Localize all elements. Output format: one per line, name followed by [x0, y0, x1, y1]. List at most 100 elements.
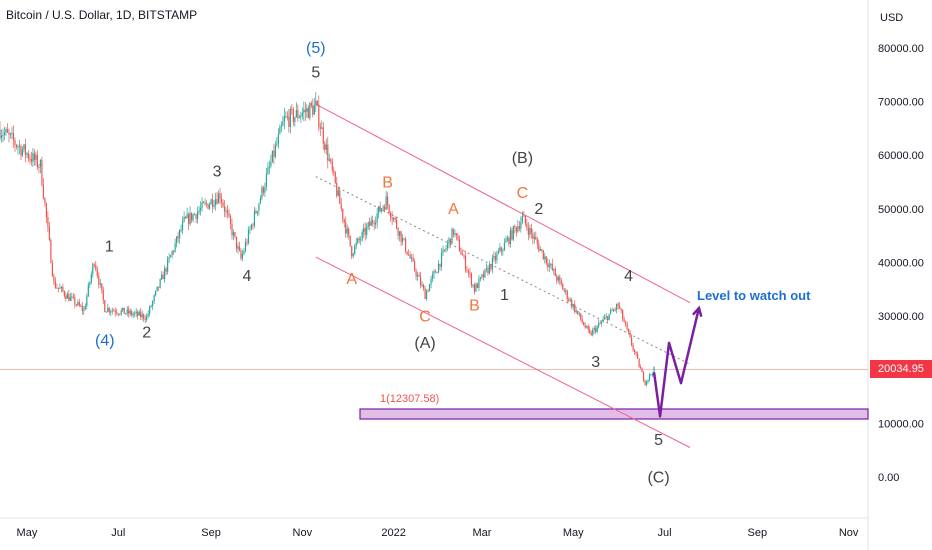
candle-body: [625, 322, 627, 324]
candle-body: [167, 259, 169, 272]
candle-body: [354, 245, 356, 254]
wave-label: 1: [500, 287, 509, 304]
candle-body: [292, 109, 294, 122]
candle-body: [99, 283, 101, 285]
x-tick-label: Mar: [472, 527, 491, 539]
candle-body: [626, 323, 628, 329]
candle-body: [427, 291, 429, 293]
candle-body: [619, 305, 621, 309]
candle-body: [39, 159, 42, 168]
candle-body: [247, 229, 250, 243]
candle-body: [174, 243, 176, 252]
candle-body: [467, 271, 470, 273]
candle-body: [72, 296, 74, 298]
candle-body: [635, 351, 637, 355]
time-axis[interactable]: May Jul Sep Nov 2022 Mar May Jul Sep Nov: [17, 527, 859, 539]
candle-body: [264, 186, 266, 193]
candle-body: [328, 159, 330, 161]
candle-body: [53, 275, 55, 282]
x-tick-label: Nov: [839, 527, 859, 539]
wave-label: (5): [306, 40, 326, 57]
candle-body: [282, 121, 284, 126]
candle-body: [604, 317, 606, 320]
candle-body: [590, 332, 592, 336]
candle-body: [622, 310, 624, 320]
x-tick-label: Nov: [293, 527, 313, 539]
candle-body: [90, 274, 92, 283]
wave-label: B: [469, 298, 480, 315]
callout-label: Level to watch out: [697, 288, 811, 303]
candle-body: [125, 313, 127, 315]
candle-body: [181, 221, 184, 230]
candle-body: [126, 309, 128, 314]
candle-body: [601, 321, 603, 324]
candle-body: [416, 275, 419, 277]
candle-body: [457, 235, 459, 240]
candle-body: [434, 271, 437, 273]
candle-body: [461, 254, 464, 256]
candle-body: [59, 287, 61, 289]
candle-body: [336, 182, 338, 196]
y-tick-label: 30000.00: [878, 311, 924, 323]
candle-body: [177, 236, 179, 239]
candle-body: [346, 228, 348, 234]
candle-body: [445, 248, 447, 250]
candle-body: [620, 308, 622, 311]
candle-body: [173, 251, 175, 253]
candle-body: [452, 228, 455, 235]
candle-body: [629, 332, 631, 338]
candle-body: [56, 287, 58, 289]
x-tick-label: Sep: [748, 527, 768, 539]
candle-body: [18, 145, 21, 147]
wave-labels: (5) 5 (4) 1 2 3 4 A B C (A) A B C (B) 2 1 3 4 5 (C): [95, 40, 670, 486]
candle-body: [454, 233, 456, 235]
candle-body: [8, 132, 10, 135]
candle-body: [313, 105, 315, 115]
candle-body: [244, 242, 247, 251]
candle-body: [262, 187, 265, 193]
candle-body: [84, 306, 86, 310]
candle-body: [289, 109, 291, 127]
candle-body: [179, 229, 181, 239]
candle-body: [222, 202, 224, 207]
channel-upper-line: [315, 103, 691, 304]
candle-body: [162, 274, 164, 280]
candle-body: [472, 284, 474, 286]
candle-body: [3, 132, 6, 135]
candle-body: [494, 255, 497, 261]
wave-label: C: [419, 308, 431, 325]
candle-body: [168, 257, 170, 260]
candle-body: [340, 203, 342, 209]
candle-body: [2, 134, 4, 136]
candle-body: [220, 198, 223, 203]
candle-body: [165, 268, 167, 272]
candle-body: [138, 311, 140, 316]
candle-body: [113, 310, 115, 312]
candle-body: [647, 379, 649, 382]
candle-body: [253, 211, 256, 226]
candle-body: [433, 271, 435, 275]
candle-body: [485, 267, 488, 270]
price-axis[interactable]: 80000.00 70000.00 60000.00 50000.00 40000.00…: [878, 43, 924, 484]
candle-body: [137, 311, 139, 316]
candle-body: [29, 158, 31, 160]
candle-body: [32, 153, 34, 162]
candle-body: [437, 263, 440, 273]
candle-body: [542, 250, 544, 260]
candle-body: [379, 206, 381, 212]
candle-body: [243, 250, 245, 254]
candle-body: [421, 285, 423, 287]
candle-body: [78, 301, 80, 306]
candle-body: [466, 269, 468, 272]
channel-mid-line: [315, 176, 691, 365]
y-tick-label: 0.00: [878, 472, 899, 484]
candle-body: [539, 249, 541, 251]
candle-body: [517, 226, 519, 232]
x-tick-label: May: [563, 527, 584, 539]
candle-body: [295, 110, 297, 117]
candle-body: [150, 306, 152, 308]
candle-body: [258, 203, 260, 212]
candle-body: [14, 140, 16, 145]
candle-body: [384, 206, 386, 210]
